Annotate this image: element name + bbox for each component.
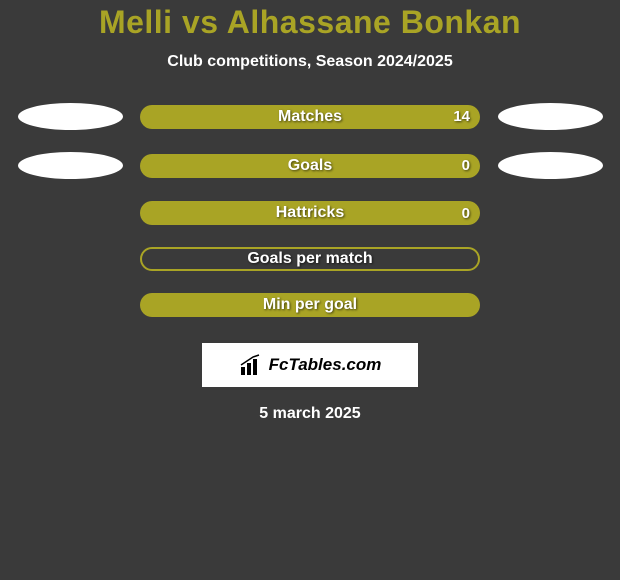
stat-label: Min per goal <box>263 297 357 313</box>
stat-bar: Hattricks 0 <box>140 201 480 225</box>
right-ellipse-slot <box>480 152 620 179</box>
stat-value: 0 <box>462 206 470 221</box>
stat-value: 14 <box>453 109 470 124</box>
stat-row: Goals 0 <box>0 152 620 179</box>
stat-bar: Goals 0 <box>140 154 480 178</box>
left-ellipse-slot <box>0 103 140 130</box>
stat-row: Min per goal <box>0 293 620 317</box>
logo-box: FcTables.com <box>202 343 418 387</box>
stat-label: Goals per match <box>247 251 372 267</box>
stat-bar: Matches 14 <box>140 105 480 129</box>
stat-label: Hattricks <box>276 205 344 221</box>
stat-rows: Matches 14 Goals 0 Hattricks 0 Goals per match… <box>0 103 620 339</box>
stat-label: Goals <box>288 158 332 174</box>
stat-row: Hattricks 0 <box>0 201 620 225</box>
stat-bar: Min per goal <box>140 293 480 317</box>
right-ellipse-slot <box>480 103 620 130</box>
logo-text: FcTables.com <box>269 355 382 375</box>
stat-label: Matches <box>278 109 342 125</box>
stat-row: Goals per match <box>0 247 620 271</box>
bar-chart-icon <box>239 353 263 377</box>
stat-value: 0 <box>462 158 470 173</box>
player-ellipse-left <box>18 152 123 179</box>
page-title: Melli vs Alhassane Bonkan <box>99 4 521 41</box>
left-ellipse-slot <box>0 152 140 179</box>
stat-bar: Goals per match <box>140 247 480 271</box>
date-text: 5 march 2025 <box>259 405 360 423</box>
stat-row: Matches 14 <box>0 103 620 130</box>
player-ellipse-right <box>498 152 603 179</box>
player-ellipse-left <box>18 103 123 130</box>
player-ellipse-right <box>498 103 603 130</box>
page-subtitle: Club competitions, Season 2024/2025 <box>167 53 452 71</box>
stats-card: Melli vs Alhassane Bonkan Club competiti… <box>0 0 620 423</box>
